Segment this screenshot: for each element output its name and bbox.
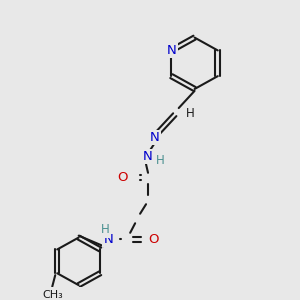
Text: N: N xyxy=(143,150,153,163)
Text: CH₃: CH₃ xyxy=(42,290,63,300)
Text: H: H xyxy=(101,224,110,236)
Text: O: O xyxy=(149,233,159,246)
Text: H: H xyxy=(186,107,195,120)
Text: N: N xyxy=(103,233,113,246)
Text: N: N xyxy=(167,44,176,57)
Text: O: O xyxy=(117,171,128,184)
Text: N: N xyxy=(150,131,160,144)
Text: H: H xyxy=(155,154,164,167)
